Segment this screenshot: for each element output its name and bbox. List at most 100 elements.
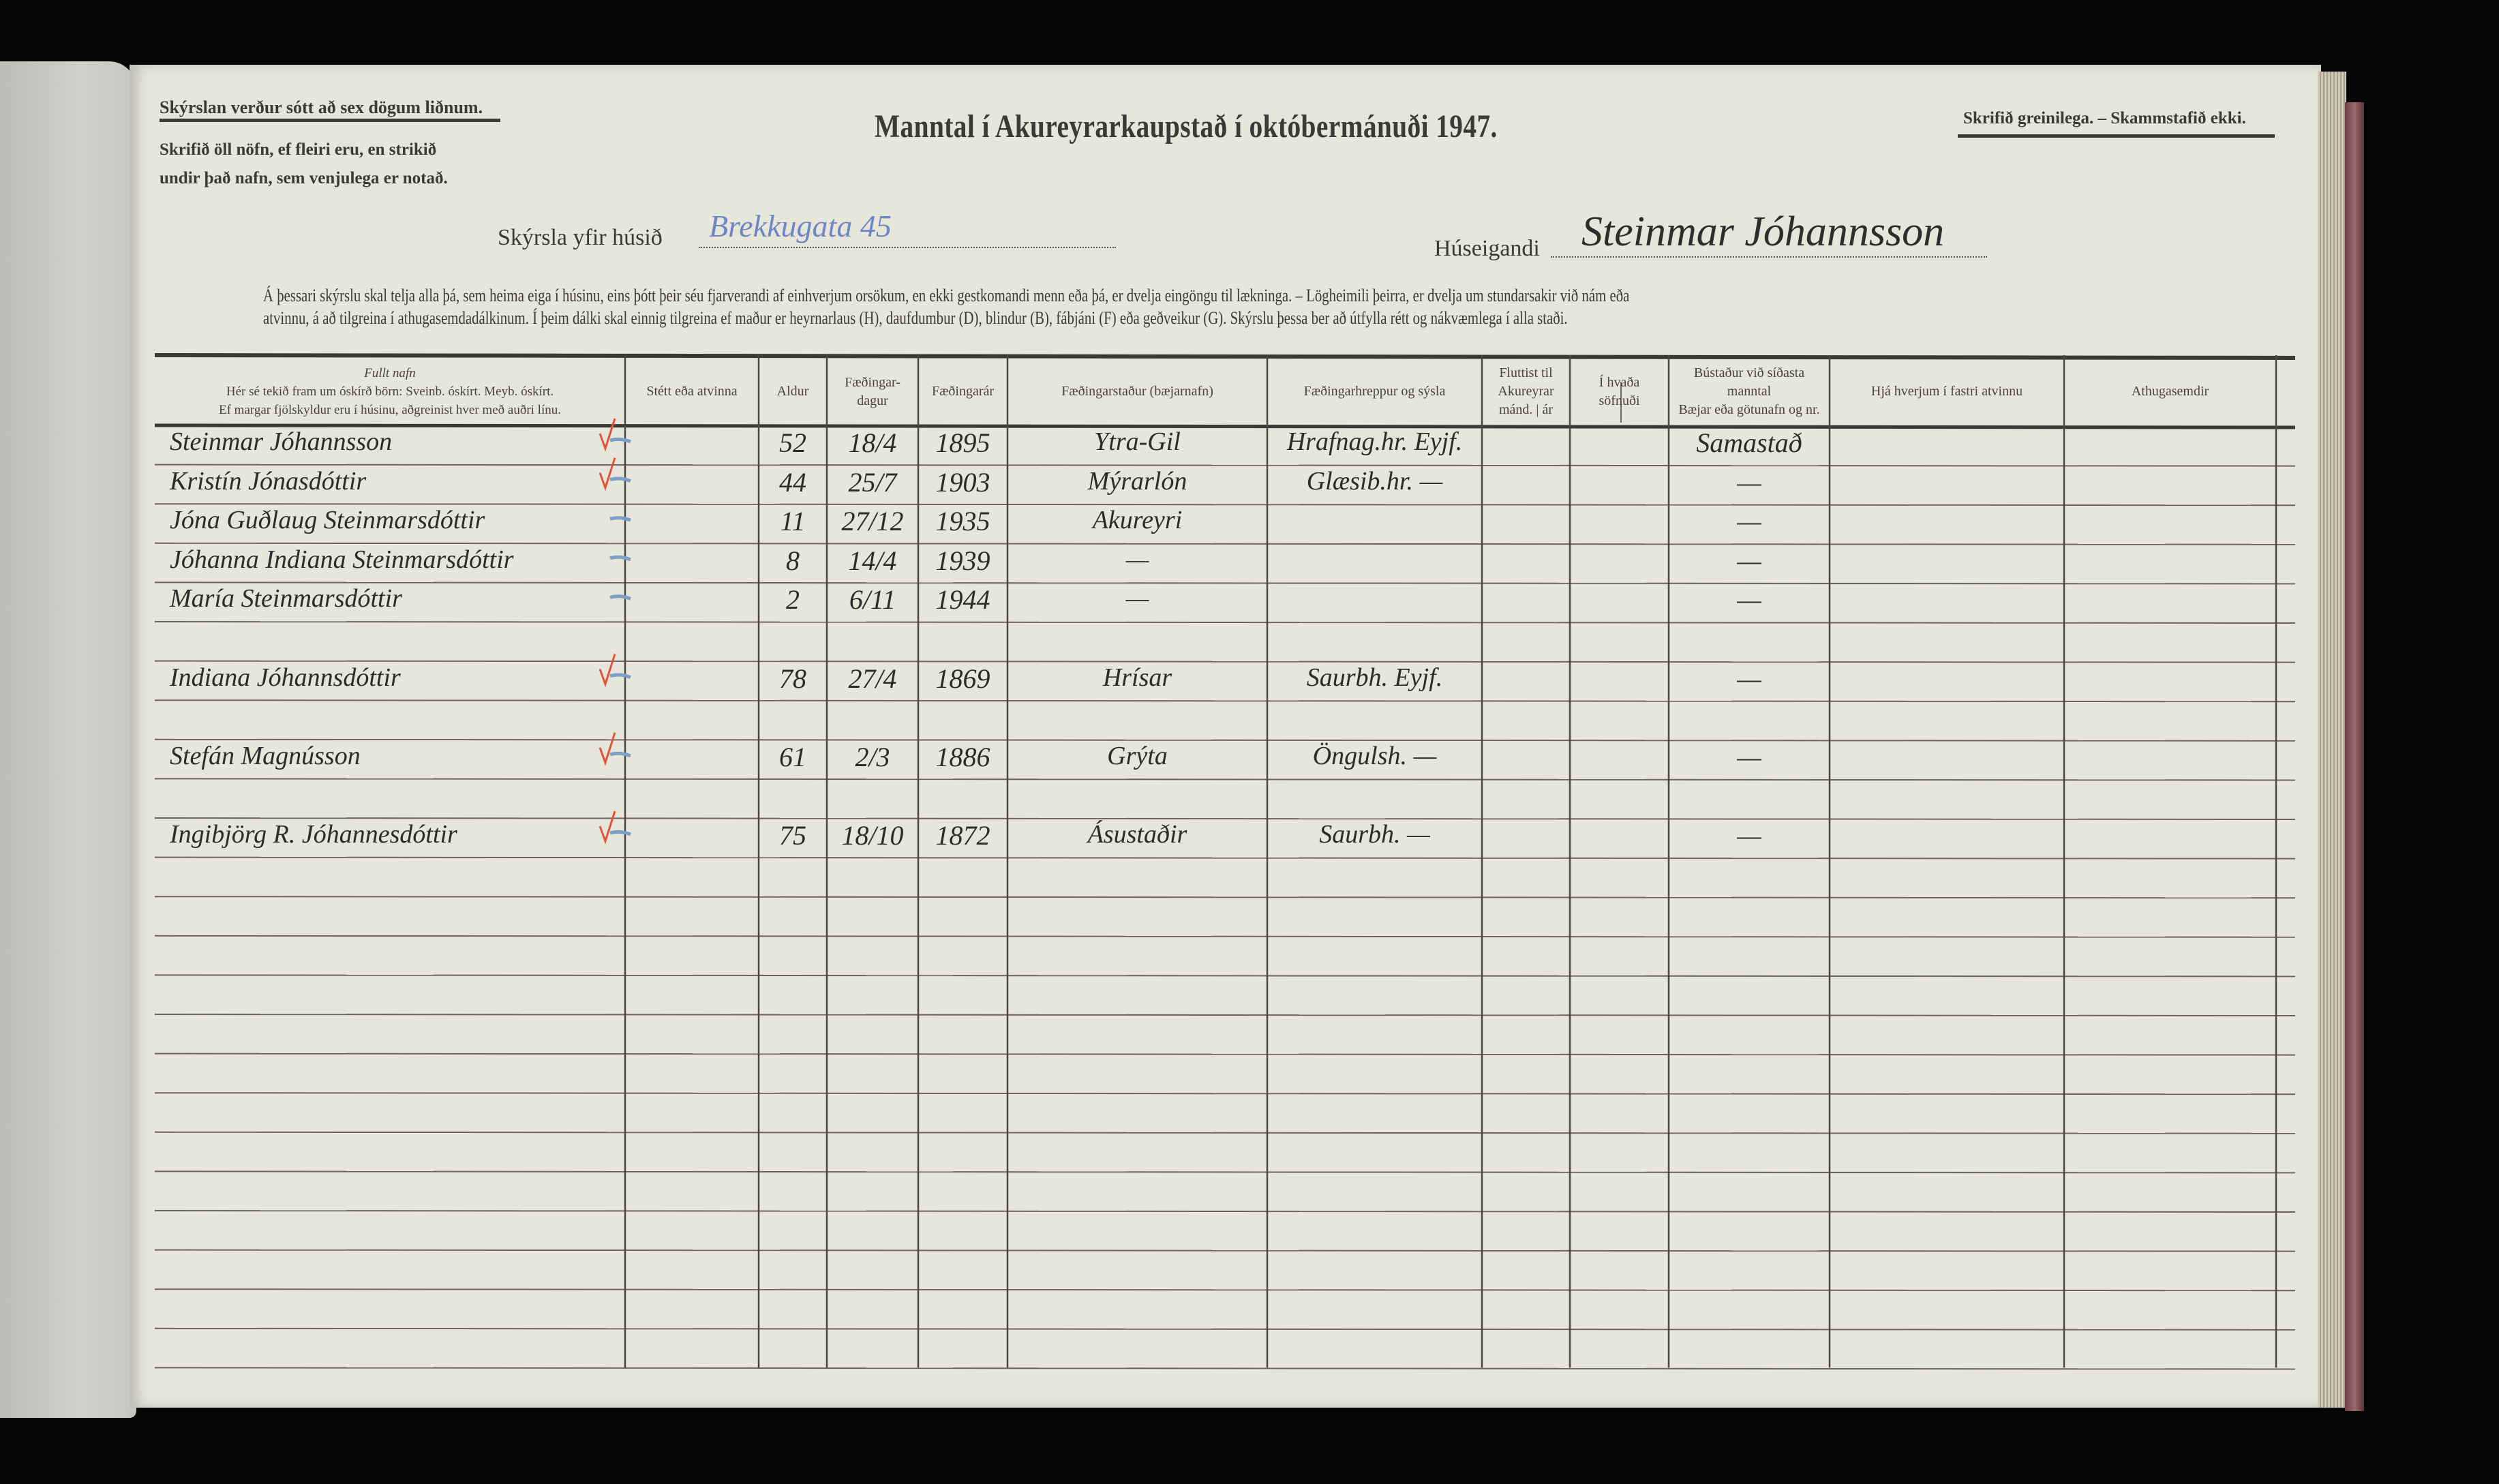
cell-birth-day[interactable]: 14/4 bbox=[848, 545, 897, 576]
row-line bbox=[154, 738, 2296, 742]
cell-birthplace[interactable]: Hrísar bbox=[1102, 663, 1172, 692]
cell-parish[interactable]: Saurbh. — bbox=[1319, 820, 1430, 849]
cell-prev-residence[interactable]: — bbox=[1737, 584, 1761, 616]
row-line bbox=[154, 1210, 2296, 1213]
row-line bbox=[154, 1249, 2296, 1252]
cell-age[interactable]: 78 bbox=[779, 663, 806, 694]
column-header-text: Hjá hverjum í fastri atvinnu bbox=[1871, 384, 2023, 399]
divider bbox=[1958, 134, 2275, 138]
row-line bbox=[154, 1327, 2296, 1331]
cell-parish[interactable]: Saurbh. Eyjf. bbox=[1306, 663, 1443, 692]
row-line bbox=[154, 1367, 2296, 1370]
cell-birth-day[interactable]: 2/3 bbox=[855, 741, 890, 772]
cell-birth-year[interactable]: 1886 bbox=[935, 741, 990, 772]
blue-tally-mark bbox=[609, 673, 631, 679]
row-line bbox=[154, 660, 2296, 663]
column-header-birthplace: Fæðingarstaður (bæjarnafn) bbox=[1008, 359, 1267, 424]
cell-birth-day[interactable]: 25/7 bbox=[848, 466, 897, 498]
cell-name[interactable]: Ingibjörg R. Jóhannesdóttir bbox=[170, 820, 457, 849]
row-line bbox=[154, 542, 2296, 545]
cell-prev-residence[interactable]: Samastað bbox=[1696, 427, 1802, 458]
column-header-congregation: Í hvaða söfnuði bbox=[1570, 359, 1669, 424]
cell-prev-residence[interactable]: — bbox=[1737, 506, 1761, 537]
notice-top-right: Skrifið greinilega. – Skammstafið ekki. bbox=[1963, 109, 2246, 127]
row-line bbox=[154, 1053, 2296, 1056]
row-line bbox=[154, 621, 2296, 624]
facing-page bbox=[0, 61, 136, 1418]
cell-age[interactable]: 75 bbox=[779, 820, 806, 851]
column-header-text: Athugasemdir bbox=[2131, 384, 2209, 399]
cell-birth-year[interactable]: 1939 bbox=[935, 545, 990, 576]
column-header-text: Bæjar eða götunafn og nr. bbox=[1678, 402, 1820, 417]
cell-name[interactable]: Jóhanna Indiana Steinmarsdóttir bbox=[170, 545, 514, 574]
blue-tally-mark bbox=[609, 594, 631, 601]
cell-birthplace[interactable]: Ásustaðir bbox=[1087, 820, 1187, 849]
cell-age[interactable]: 61 bbox=[779, 741, 806, 772]
cell-birth-day[interactable]: 18/10 bbox=[841, 820, 904, 851]
book-binding bbox=[2345, 102, 2364, 1411]
cell-name[interactable]: Steinmar Jóhannsson bbox=[170, 427, 393, 456]
cell-name[interactable]: Stefán Magnússon bbox=[170, 741, 361, 770]
house-value[interactable]: Brekkugata 45 bbox=[709, 209, 892, 243]
cell-name[interactable]: Jóna Guðlaug Steinmarsdóttir bbox=[170, 506, 485, 535]
cell-birth-day[interactable]: 18/4 bbox=[848, 427, 897, 458]
cell-birthplace[interactable]: Mýrarlón bbox=[1087, 466, 1187, 496]
header-bottom-rule bbox=[154, 423, 2296, 429]
cell-birthplace[interactable]: — bbox=[1125, 545, 1149, 574]
cell-parish[interactable]: Öngulsh. — bbox=[1312, 741, 1437, 770]
cell-birth-year[interactable]: 1895 bbox=[935, 427, 990, 458]
cell-prev-residence[interactable]: — bbox=[1737, 466, 1761, 498]
blue-tally-mark bbox=[609, 516, 631, 522]
cell-birth-day[interactable]: 6/11 bbox=[849, 584, 896, 616]
column-header-text: Í hvaða bbox=[1599, 374, 1640, 390]
row-line bbox=[154, 896, 2296, 899]
column-header-text: manntal bbox=[1727, 384, 1772, 399]
cell-prev-residence[interactable]: — bbox=[1737, 545, 1761, 576]
row-line bbox=[154, 503, 2296, 506]
column-header-text: Hér sé tekið fram um óskírð börn: Sveinb… bbox=[226, 384, 554, 399]
column-header-text: dagur bbox=[857, 393, 888, 408]
cell-birth-day[interactable]: 27/4 bbox=[848, 663, 897, 694]
cell-prev-residence[interactable]: — bbox=[1737, 663, 1761, 694]
cell-birthplace[interactable]: Ytra-Gil bbox=[1094, 427, 1181, 456]
cell-prev-residence[interactable]: — bbox=[1737, 741, 1761, 772]
cell-age[interactable]: 44 bbox=[779, 466, 806, 498]
cell-birth-year[interactable]: 1944 bbox=[935, 584, 990, 616]
column-header-text: Fæðingarstaður (bæjarnafn) bbox=[1061, 384, 1213, 399]
cell-birthplace[interactable]: Grýta bbox=[1107, 741, 1168, 770]
cell-birth-year[interactable]: 1869 bbox=[935, 663, 990, 694]
cell-age[interactable]: 52 bbox=[779, 427, 806, 458]
instruction-paragraph-line: atvinnu, á að tilgreina í athugasemdadál… bbox=[263, 308, 1568, 328]
cell-birthplace[interactable]: — bbox=[1125, 584, 1149, 614]
blue-tally-mark bbox=[609, 830, 631, 836]
divider bbox=[160, 119, 500, 122]
owner-value[interactable]: Steinmar Jóhannsson bbox=[1581, 209, 1945, 255]
column-header-text: Fluttist til bbox=[1499, 365, 1553, 380]
cell-age[interactable]: 11 bbox=[780, 506, 806, 537]
column-header-text: Akureyrar bbox=[1498, 384, 1554, 399]
table-row-blank bbox=[155, 700, 2295, 740]
cell-age[interactable]: 2 bbox=[786, 584, 800, 616]
cell-birth-year[interactable]: 1935 bbox=[935, 506, 990, 537]
cell-birth-day[interactable]: 27/12 bbox=[841, 506, 904, 537]
cell-birthplace[interactable]: Akureyri bbox=[1092, 506, 1183, 535]
red-check-mark-icon bbox=[599, 811, 616, 845]
table-row-blank bbox=[155, 778, 2295, 818]
cell-age[interactable]: 8 bbox=[786, 545, 800, 576]
cell-parish[interactable]: Hrafnag.hr. Eyjf. bbox=[1286, 427, 1463, 456]
cell-prev-residence[interactable]: — bbox=[1737, 820, 1761, 851]
red-check-mark-icon bbox=[599, 418, 616, 452]
column-header-parish: Fæðingarhreppur og sýsla bbox=[1267, 359, 1482, 424]
blue-tally-mark bbox=[609, 476, 631, 483]
cell-parish[interactable]: Glæsib.hr. — bbox=[1306, 466, 1443, 496]
cell-name[interactable]: Indiana Jóhannsdóttir bbox=[170, 663, 401, 692]
column-header-text: Aldur bbox=[776, 384, 809, 399]
row-line bbox=[154, 1288, 2296, 1292]
blue-tally-mark bbox=[609, 555, 631, 562]
red-check-mark-icon bbox=[599, 654, 616, 688]
cell-name[interactable]: Kristín Jónasdóttir bbox=[170, 466, 367, 496]
cell-name[interactable]: María Steinmarsdóttir bbox=[170, 584, 402, 614]
cell-birth-year[interactable]: 1903 bbox=[935, 466, 990, 498]
cell-birth-year[interactable]: 1872 bbox=[935, 820, 990, 851]
column-header-employer: Hjá hverjum í fastri atvinnu bbox=[1830, 359, 2064, 424]
